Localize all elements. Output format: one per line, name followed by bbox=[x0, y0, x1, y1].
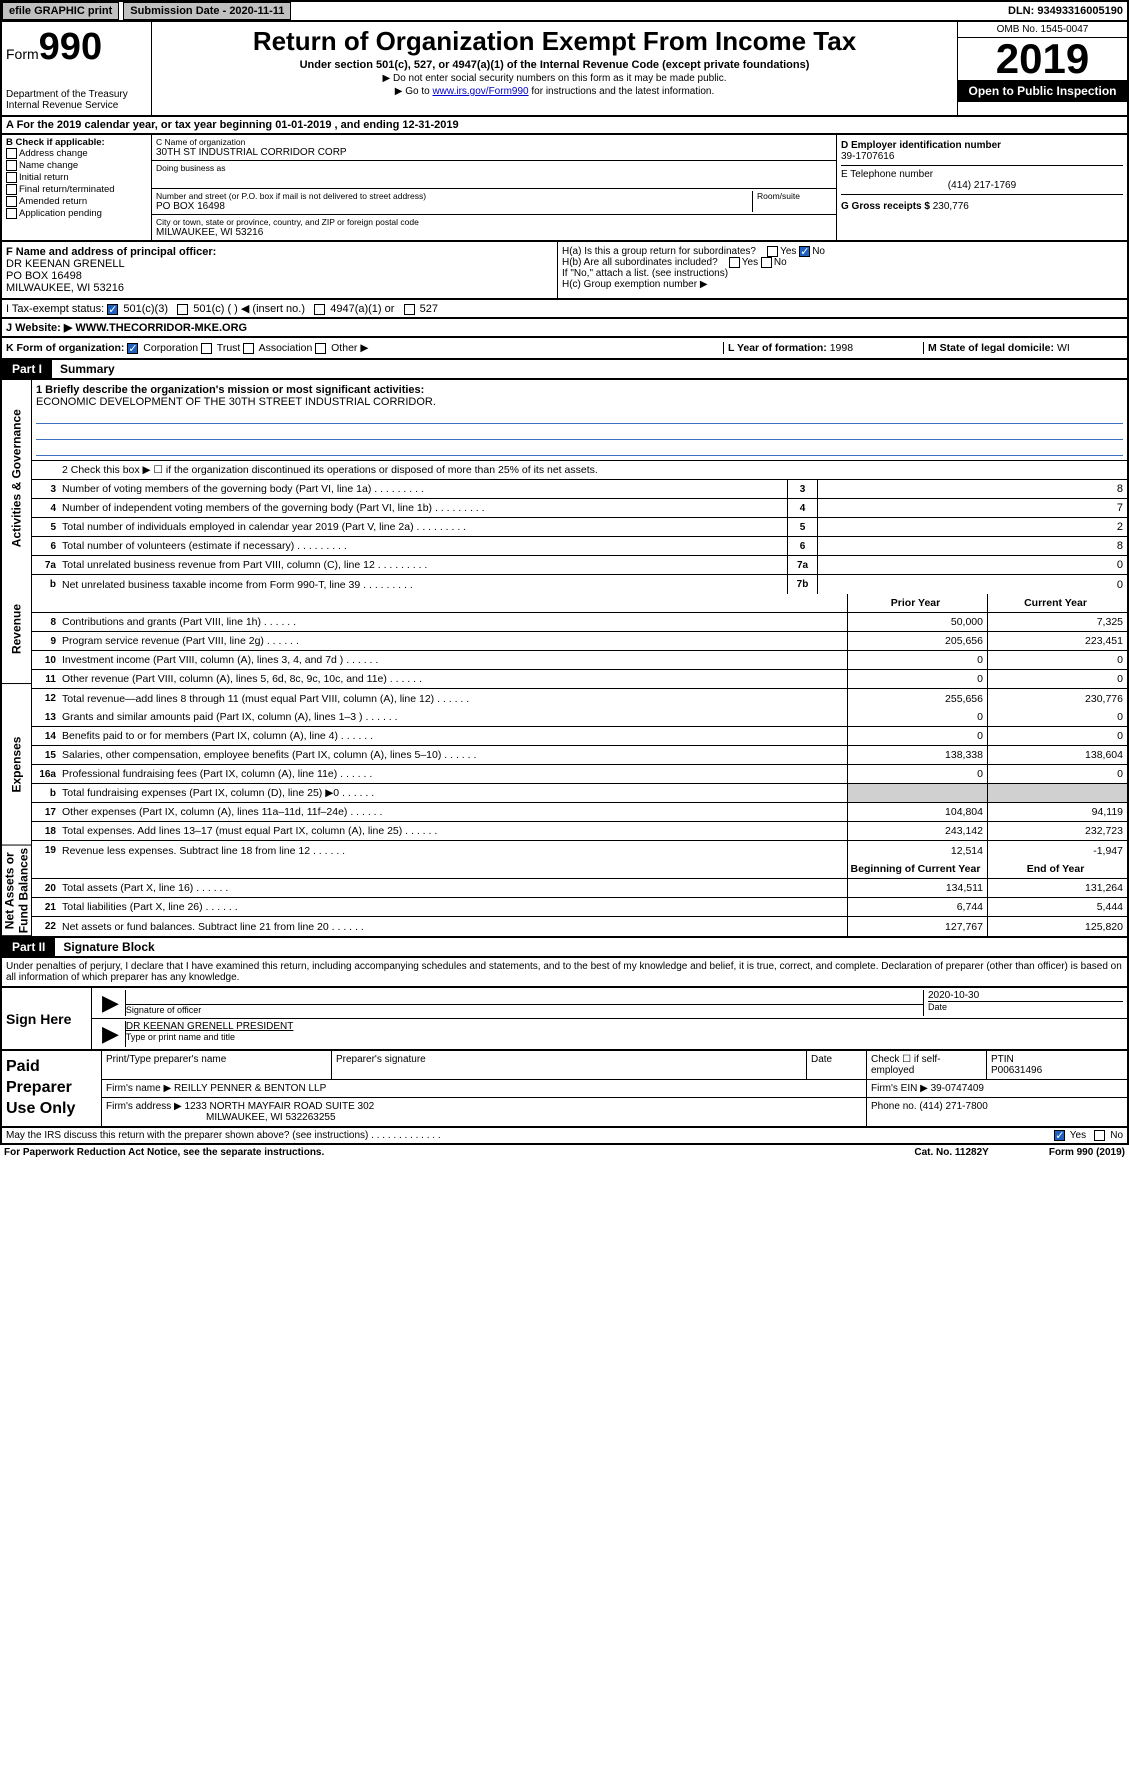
table-row: 8Contributions and grants (Part VIII, li… bbox=[32, 613, 1127, 632]
table-row: bTotal fundraising expenses (Part IX, co… bbox=[32, 784, 1127, 803]
org-city: MILWAUKEE, WI 53216 bbox=[156, 227, 832, 238]
gross-receipts: 230,776 bbox=[933, 201, 969, 212]
table-row: 18Total expenses. Add lines 13–17 (must … bbox=[32, 822, 1127, 841]
form-note1: ▶ Do not enter social security numbers o… bbox=[156, 73, 953, 84]
table-row: 19Revenue less expenses. Subtract line 1… bbox=[32, 841, 1127, 860]
part2-header: Part II Signature Block bbox=[0, 938, 1129, 958]
top-bar: efile GRAPHIC print Submission Date - 20… bbox=[0, 0, 1129, 22]
row-a-tax-year: A For the 2019 calendar year, or tax yea… bbox=[0, 117, 1129, 135]
table-row: 7aTotal unrelated business revenue from … bbox=[32, 556, 1127, 575]
table-row: 14Benefits paid to or for members (Part … bbox=[32, 727, 1127, 746]
officer-name: DR KEENAN GRENELL bbox=[6, 258, 553, 270]
table-row: 17Other expenses (Part IX, column (A), l… bbox=[32, 803, 1127, 822]
table-row: 12Total revenue—add lines 8 through 11 (… bbox=[32, 689, 1127, 708]
officer-sig-name: DR KEENAN GRENELL PRESIDENT bbox=[126, 1021, 1123, 1032]
irs-link[interactable]: www.irs.gov/Form990 bbox=[432, 86, 528, 97]
form-title: Return of Organization Exempt From Incom… bbox=[156, 26, 953, 57]
ein: 39-1707616 bbox=[841, 151, 1123, 162]
side-gov: Activities & Governance bbox=[2, 380, 31, 576]
footer-discuss: May the IRS discuss this return with the… bbox=[0, 1128, 1129, 1145]
penalty-text: Under penalties of perjury, I declare th… bbox=[0, 958, 1129, 988]
col-b-checkboxes: B Check if applicable: Address change Na… bbox=[2, 135, 152, 240]
table-row: bNet unrelated business taxable income f… bbox=[32, 575, 1127, 594]
table-row: 21Total liabilities (Part X, line 26) . … bbox=[32, 898, 1127, 917]
form-subtitle: Under section 501(c), 527, or 4947(a)(1)… bbox=[156, 59, 953, 71]
table-row: 13Grants and similar amounts paid (Part … bbox=[32, 708, 1127, 727]
paid-preparer: Paid Preparer Use Only Print/Type prepar… bbox=[0, 1051, 1129, 1128]
telephone: (414) 217-1769 bbox=[841, 180, 1123, 191]
org-street: PO BOX 16498 bbox=[156, 201, 752, 212]
dept-label: Department of the Treasury Internal Reve… bbox=[6, 89, 147, 111]
block-bcd: B Check if applicable: Address change Na… bbox=[0, 135, 1129, 242]
table-row: 9Program service revenue (Part VIII, lin… bbox=[32, 632, 1127, 651]
table-row: 22Net assets or fund balances. Subtract … bbox=[32, 917, 1127, 936]
submission-date: Submission Date - 2020-11-11 bbox=[123, 2, 291, 20]
row-i: I Tax-exempt status: 501(c)(3) 501(c) ( … bbox=[0, 300, 1129, 319]
side-net: Net Assets or Fund Balances bbox=[2, 846, 31, 936]
form-number: Form990 bbox=[6, 26, 147, 69]
side-exp: Expenses bbox=[2, 684, 31, 846]
efile-button[interactable]: efile GRAPHIC print bbox=[2, 2, 119, 20]
table-row: 4Number of independent voting members of… bbox=[32, 499, 1127, 518]
table-row: 3Number of voting members of the governi… bbox=[32, 480, 1127, 499]
side-rev: Revenue bbox=[2, 576, 31, 684]
table-row: 16aProfessional fundraising fees (Part I… bbox=[32, 765, 1127, 784]
form-header: Form990 Department of the Treasury Inter… bbox=[0, 22, 1129, 117]
table-row: 20Total assets (Part X, line 16) . . . .… bbox=[32, 879, 1127, 898]
org-name: 30TH ST INDUSTRIAL CORRIDOR CORP bbox=[156, 147, 832, 158]
row-fh: F Name and address of principal officer:… bbox=[0, 242, 1129, 300]
table-row: 10Investment income (Part VIII, column (… bbox=[32, 651, 1127, 670]
table-row: 11Other revenue (Part VIII, column (A), … bbox=[32, 670, 1127, 689]
table-row: 5Total number of individuals employed in… bbox=[32, 518, 1127, 537]
mission-text: ECONOMIC DEVELOPMENT OF THE 30TH STREET … bbox=[36, 396, 1123, 408]
table-row: 15Salaries, other compensation, employee… bbox=[32, 746, 1127, 765]
tax-year: 2019 bbox=[958, 38, 1127, 80]
part1-header: Part I Summary bbox=[0, 360, 1129, 380]
form-note2: ▶ Go to www.irs.gov/Form990 for instruct… bbox=[156, 86, 953, 97]
row-k: K Form of organization: Corporation Trus… bbox=[0, 338, 1129, 360]
dln: DLN: 93493316005190 bbox=[1008, 5, 1127, 17]
open-public-badge: Open to Public Inspection bbox=[958, 80, 1127, 102]
row-j-website: J Website: ▶ WWW.THECORRIDOR-MKE.ORG bbox=[0, 319, 1129, 338]
part1-table: Activities & Governance Revenue Expenses… bbox=[0, 380, 1129, 938]
table-row: 6Total number of volunteers (estimate if… bbox=[32, 537, 1127, 556]
sign-block: Sign Here ▶ Signature of officer 2020-10… bbox=[0, 988, 1129, 1051]
footer-final: For Paperwork Reduction Act Notice, see … bbox=[0, 1145, 1129, 1160]
